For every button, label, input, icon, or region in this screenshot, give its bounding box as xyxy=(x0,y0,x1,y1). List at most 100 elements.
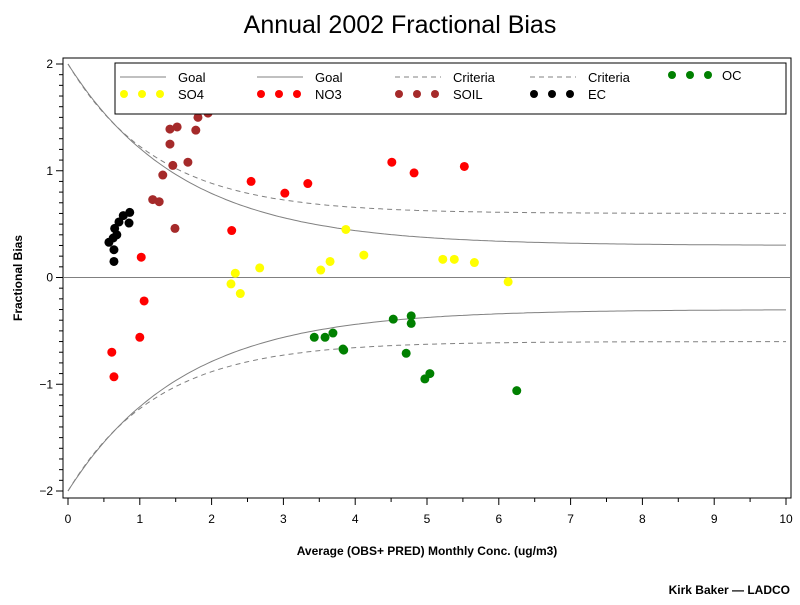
legend-marker-no3 xyxy=(293,90,301,98)
point-oc xyxy=(401,348,411,358)
point-no3 xyxy=(387,157,397,167)
x-tick-label: 3 xyxy=(280,512,287,526)
x-axis-label: Average (OBS+ PRED) Monthly Conc. (ug/m3… xyxy=(297,544,558,558)
x-tick-label: 4 xyxy=(352,512,359,526)
legend-marker-oc xyxy=(704,71,712,79)
point-soil xyxy=(193,112,203,122)
point-oc xyxy=(425,369,435,379)
point-soil xyxy=(172,122,182,132)
point-so4 xyxy=(469,258,479,268)
point-oc xyxy=(328,328,338,338)
legend-marker-so4 xyxy=(120,90,128,98)
point-soil xyxy=(154,197,164,207)
point-ec xyxy=(118,211,128,221)
legend-box xyxy=(114,62,787,115)
point-soil xyxy=(165,124,175,134)
legend-label-no3: NO3 xyxy=(315,87,342,102)
legend-label-goal: Goal xyxy=(178,70,206,85)
point-no3 xyxy=(227,226,237,236)
point-so4 xyxy=(359,250,369,260)
point-no3 xyxy=(303,179,313,189)
legend-marker-soil xyxy=(431,90,439,98)
credit-label: Kirk Baker — LADCO xyxy=(669,583,790,597)
legend-label-goal: Goal xyxy=(315,70,343,85)
point-no3 xyxy=(107,347,117,357)
y-tick-label: 1 xyxy=(46,164,53,178)
point-soil xyxy=(168,160,178,170)
legend-marker-soil xyxy=(395,90,403,98)
legend-label-oc: OC xyxy=(722,68,742,83)
point-oc xyxy=(406,311,416,321)
x-tick-label: 7 xyxy=(567,512,574,526)
point-no3 xyxy=(139,296,149,306)
point-ec xyxy=(109,256,119,266)
point-soil xyxy=(158,170,168,180)
legend-marker-ec xyxy=(548,90,556,98)
x-tick-label: 9 xyxy=(711,512,718,526)
x-tick-label: 8 xyxy=(639,512,646,526)
legend-label-criteria: Criteria xyxy=(588,70,631,85)
point-ec xyxy=(114,217,124,227)
point-oc xyxy=(320,332,330,342)
x-tick-label: 0 xyxy=(65,512,72,526)
point-no3 xyxy=(246,176,256,186)
legend-marker-ec xyxy=(530,90,538,98)
x-tick-label: 5 xyxy=(424,512,431,526)
point-so4 xyxy=(316,265,326,275)
legend-marker-so4 xyxy=(138,90,146,98)
point-soil xyxy=(165,139,175,149)
x-tick-label: 6 xyxy=(495,512,502,526)
criteria-curve-3 xyxy=(67,341,786,492)
goal-curve-0 xyxy=(67,63,786,246)
point-so4 xyxy=(226,279,236,289)
point-so4 xyxy=(341,224,351,234)
point-no3 xyxy=(136,252,146,262)
legend: Goal Goal Criteria Criteria OC SO4 NO3 SOIL EC xyxy=(114,62,787,115)
point-soil xyxy=(170,223,180,233)
point-so4 xyxy=(503,277,513,287)
legend-label-soil: SOIL xyxy=(453,87,483,102)
point-oc xyxy=(388,314,398,324)
y-tick-label: 0 xyxy=(46,271,53,285)
goal-curve-1 xyxy=(67,309,786,492)
legend-marker-no3 xyxy=(275,90,283,98)
point-so4 xyxy=(325,256,335,266)
legend-marker-no3 xyxy=(257,90,265,98)
y-tick-label: −2 xyxy=(39,484,53,498)
criteria-curve-2 xyxy=(67,63,786,214)
point-so4 xyxy=(438,254,448,264)
x-tick-label: 10 xyxy=(779,512,793,526)
legend-label-so4: SO4 xyxy=(178,87,204,102)
x-tick-label: 1 xyxy=(136,512,143,526)
point-so4 xyxy=(235,289,245,299)
point-oc xyxy=(512,386,522,396)
point-so4 xyxy=(230,268,240,278)
point-soil xyxy=(191,125,201,135)
legend-marker-oc xyxy=(686,71,694,79)
point-oc xyxy=(406,318,416,328)
point-ec xyxy=(124,218,134,228)
point-soil xyxy=(183,157,193,167)
y-tick-label: 2 xyxy=(46,57,53,71)
point-so4 xyxy=(255,263,265,273)
legend-marker-soil xyxy=(413,90,421,98)
point-no3 xyxy=(409,168,419,178)
legend-marker-oc xyxy=(668,71,676,79)
y-axis-label: Fractional Bias xyxy=(11,235,25,321)
x-tick-label: 2 xyxy=(208,512,215,526)
point-ec xyxy=(104,237,114,247)
point-no3 xyxy=(109,372,119,382)
legend-marker-so4 xyxy=(156,90,164,98)
chart-title: Annual 2002 Fractional Bias xyxy=(244,11,557,39)
legend-marker-ec xyxy=(566,90,574,98)
point-no3 xyxy=(280,188,290,198)
point-oc xyxy=(339,345,349,355)
legend-label-criteria: Criteria xyxy=(453,70,496,85)
y-tick-label: −1 xyxy=(39,377,53,391)
legend-label-ec: EC xyxy=(588,87,606,102)
point-so4 xyxy=(449,254,459,264)
point-no3 xyxy=(135,332,145,342)
point-no3 xyxy=(459,161,469,171)
point-ec xyxy=(109,245,119,255)
